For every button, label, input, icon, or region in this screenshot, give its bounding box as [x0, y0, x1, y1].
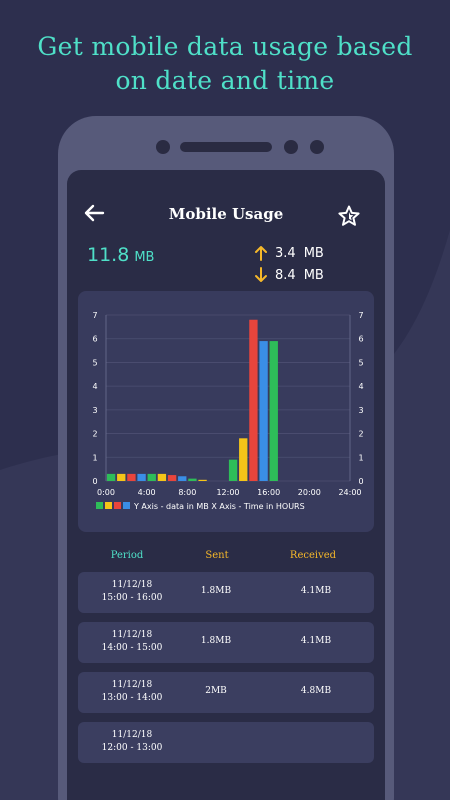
y-tick-label-left: 1 [92, 453, 97, 462]
row-received: 4.1MB [300, 636, 332, 646]
row-period: 11/12/18 13:00 - 14:00 [78, 679, 186, 705]
legend-swatch [114, 502, 121, 509]
y-tick-label-right: 2 [358, 430, 363, 439]
column-header-period: Period [110, 550, 144, 561]
usage-row[interactable]: 11/12/18 14:00 - 15:00 1.8MB 4.1MB [78, 622, 374, 663]
chart-bar [167, 475, 177, 481]
star-outline-icon [338, 205, 360, 226]
row-date: 11/12/18 [111, 630, 153, 640]
y-tick-label-right: 5 [358, 358, 363, 367]
y-tick-label-right: 4 [358, 382, 363, 391]
back-button[interactable] [81, 202, 107, 224]
x-tick-label: 12:00 [216, 488, 239, 497]
x-tick-label: 4:00 [138, 488, 156, 497]
y-tick-label-left: 5 [92, 358, 97, 367]
x-tick-label: 0:00 [97, 488, 115, 497]
y-tick-label-left: 2 [92, 430, 97, 439]
chart-bar [198, 479, 207, 481]
row-date: 11/12/18 [111, 730, 153, 740]
promo-line-1: Get mobile data usage based [37, 32, 413, 61]
usage-row[interactable]: 11/12/18 13:00 - 14:00 2MB 4.8MB [78, 672, 374, 713]
row-date: 11/12/18 [111, 680, 153, 690]
y-tick-label-right: 3 [358, 406, 363, 415]
row-received: 4.1MB [300, 586, 332, 596]
column-header-received: Received [289, 550, 337, 561]
y-tick-label-left: 4 [92, 382, 97, 391]
app-screen: Mobile Usage 11.8 MB 3.4 MB 8.4 MB 0 0 1 1 2 [67, 170, 385, 800]
upload-download-summary: 3.4 MB 8.4 MB [253, 242, 324, 286]
usage-chart: 0 0 1 1 2 2 3 3 4 4 5 5 6 6 7 7 0:00 4:00 8:00 12:00 16:00 20… [92, 311, 363, 511]
row-sent: 1.8MB [200, 636, 232, 646]
y-tick-label-right: 0 [358, 477, 363, 486]
y-tick-label-right: 6 [358, 335, 363, 344]
earpiece-speaker [180, 142, 272, 152]
download-row: 8.4 MB [253, 264, 324, 286]
row-period: 11/12/18 14:00 - 15:00 [78, 629, 186, 655]
row-received: 4.8MB [300, 686, 332, 696]
usage-row[interactable]: 11/12/18 12:00 - 13:00 [78, 722, 374, 763]
sensor-dot [310, 140, 324, 154]
column-header-sent: Sent [205, 550, 229, 561]
chart-bar [127, 473, 136, 481]
chart-bar [188, 478, 197, 481]
y-tick-label-right: 1 [358, 453, 363, 462]
arrow-left-icon [84, 204, 105, 222]
row-sent: 2MB [205, 686, 227, 696]
chart-bar [259, 341, 268, 481]
row-time: 15:00 - 16:00 [101, 593, 163, 603]
promo-line-2: on date and time [115, 66, 335, 95]
chart-bar [269, 341, 278, 481]
chart-bar [137, 473, 146, 481]
legend-swatch [123, 502, 130, 509]
row-date: 11/12/18 [111, 580, 153, 590]
chart-legend-text: Y Axis - data in MB X Axis - Time in HOU… [133, 502, 305, 511]
upload-value: 3.4 [275, 245, 296, 261]
y-tick-label-left: 0 [92, 477, 97, 486]
promo-headline: Get mobile data usage based on date and … [0, 30, 450, 98]
y-tick-label-left: 7 [92, 311, 97, 320]
total-usage-value: 11.8 [87, 244, 130, 266]
legend-swatch [105, 502, 112, 509]
usage-chart-card: 0 0 1 1 2 2 3 3 4 4 5 5 6 6 7 7 0:00 4:00 8:00 12:00 16:00 20… [78, 291, 374, 532]
favorite-button[interactable] [337, 204, 361, 228]
chart-bar [157, 473, 167, 481]
row-time: 14:00 - 15:00 [101, 643, 163, 653]
total-usage-unit: MB [134, 250, 155, 265]
y-tick-label-right: 7 [358, 311, 363, 320]
x-tick-label: 20:00 [298, 488, 321, 497]
download-unit: MB [303, 267, 324, 283]
table-header: Period Sent Received [67, 548, 385, 568]
legend-swatch [96, 502, 103, 509]
y-tick-label-left: 3 [92, 406, 97, 415]
chart-bar [147, 473, 156, 481]
app-bar: Mobile Usage [67, 170, 385, 230]
row-time: 12:00 - 13:00 [101, 743, 163, 753]
chart-bar [228, 459, 238, 481]
chart-bar [117, 473, 126, 481]
arrow-down-icon [255, 267, 267, 282]
sensor-dot [284, 140, 298, 154]
page-title: Mobile Usage [168, 205, 284, 223]
row-sent: 1.8MB [200, 586, 232, 596]
usage-row[interactable]: 11/12/18 15:00 - 16:00 1.8MB 4.1MB [78, 572, 374, 613]
chart-bar [239, 438, 248, 481]
chart-bar [249, 319, 258, 481]
row-period: 11/12/18 12:00 - 13:00 [78, 729, 186, 755]
row-time: 13:00 - 14:00 [101, 693, 163, 703]
upload-unit: MB [303, 245, 324, 261]
y-tick-label-left: 6 [92, 335, 97, 344]
row-period: 11/12/18 15:00 - 16:00 [78, 579, 186, 605]
arrow-up-icon [255, 246, 267, 261]
chart-bar [178, 476, 187, 481]
download-value: 8.4 [275, 267, 296, 283]
total-usage: 11.8 MB [87, 244, 154, 266]
upload-row: 3.4 MB [253, 242, 324, 264]
x-tick-label: 24:00 [338, 488, 361, 497]
chart-bar [106, 473, 116, 481]
x-tick-label: 8:00 [178, 488, 196, 497]
front-camera [156, 140, 170, 154]
x-tick-label: 16:00 [257, 488, 280, 497]
